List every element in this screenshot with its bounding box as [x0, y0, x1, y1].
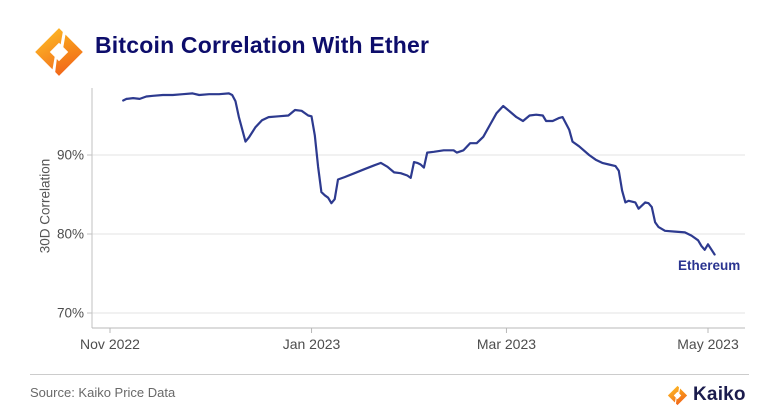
- y-tick-label-80: 80%: [57, 227, 84, 242]
- footer-divider: [30, 374, 749, 375]
- y-tick-label-70: 70%: [57, 306, 84, 321]
- brand-name: Kaiko: [693, 384, 746, 405]
- series-label-ethereum: Ethereum: [678, 258, 741, 273]
- ethereum-correlation-line: [122, 92, 716, 256]
- x-tick-label-jan-2023: Jan 2023: [283, 336, 341, 352]
- kaiko-mark-icon: [35, 28, 83, 76]
- page-title: Bitcoin Correlation With Ether: [95, 32, 430, 58]
- y-tick-label-90: 90%: [57, 148, 84, 163]
- x-tick-label-nov-2022: Nov 2022: [80, 336, 140, 352]
- source-text: Source: Kaiko Price Data: [30, 385, 176, 400]
- x-tick-label-mar-2023: Mar 2023: [477, 336, 536, 352]
- brand-lockup: Kaiko: [667, 384, 746, 406]
- x-tick-label-may-2023: May 2023: [677, 336, 739, 352]
- kaiko-brand-icon: [667, 385, 688, 405]
